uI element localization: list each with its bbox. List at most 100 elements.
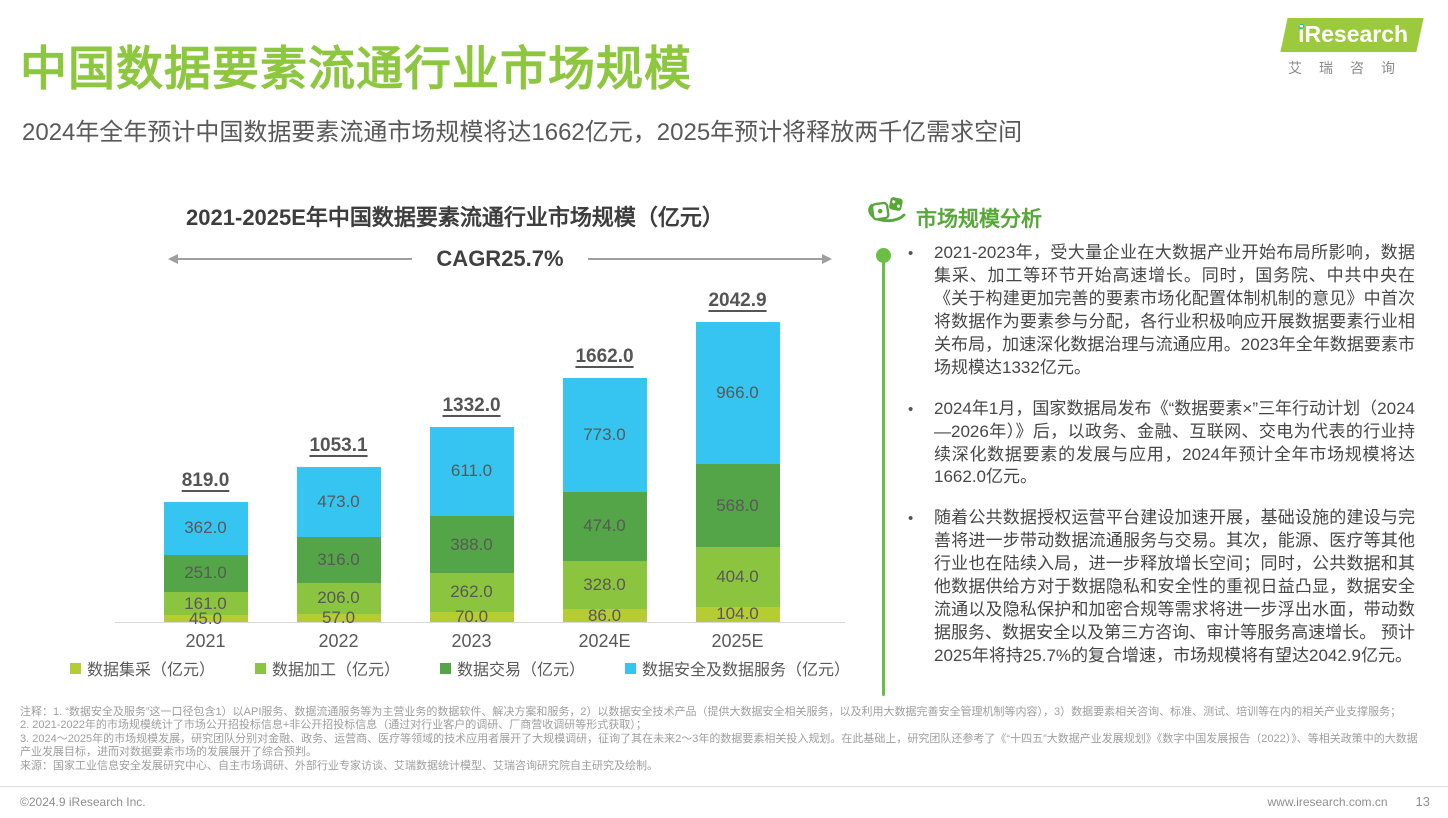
bar-column-2023: 1332.0 70.0 262.0 388.0 611.0 [405, 282, 538, 626]
bar-segment: 206.0 [296, 583, 381, 614]
legend-swatch [69, 662, 81, 674]
legend-item: 数据安全及数据服务（亿元） [625, 656, 850, 680]
footnotes: 注释：1. “数据安全及服务”这一口径包含1）以API服务、数据流通服务等为主营… [20, 706, 1420, 773]
segment-value-label: 966.0 [716, 383, 759, 403]
bar-stack: 57.0 206.0 316.0 473.0 [296, 467, 381, 627]
x-axis-labels: 2021 2022 2023 2024E 2025E [139, 631, 804, 652]
footer-divider [0, 786, 1448, 787]
copyright-text: ©2024.9 iResearch Inc. [20, 794, 146, 809]
legend-label: 数据集采（亿元） [86, 662, 215, 679]
segment-value-label: 45.0 [188, 608, 223, 628]
segment-value-label: 473.0 [317, 492, 360, 512]
legend-label: 数据加工（亿元） [271, 662, 400, 679]
list-item: • 2024年1月，国家数据局发布《“数据要素×”三年行动计划（2024—202… [908, 398, 1415, 490]
segment-value-label: 474.0 [583, 516, 626, 536]
page-subtitle: 2024年全年预计中国数据要素流通市场规模将达1662亿元，2025年预计将释放… [22, 119, 1023, 146]
segment-value-label: 773.0 [583, 424, 626, 444]
dice-icon [868, 197, 906, 223]
segment-value-label: 104.0 [716, 604, 759, 624]
legend-item: 数据加工（亿元） [254, 656, 400, 680]
logo-subtext: 艾瑞咨询 [1288, 60, 1412, 76]
bar-total-label: 1662.0 [575, 346, 634, 368]
bar-column-2022: 1053.1 57.0 206.0 316.0 473.0 [272, 282, 405, 627]
segment-value-label: 328.0 [583, 575, 626, 595]
x-axis-line [115, 622, 845, 623]
segment-value-label: 70.0 [454, 606, 489, 626]
bar-segment: 404.0 [695, 547, 780, 607]
legend-swatch [254, 662, 266, 674]
page-title: 中国数据要素流通行业市场规模 [20, 42, 692, 95]
bar-stack: 70.0 262.0 388.0 611.0 [429, 426, 514, 626]
legend-label: 数据安全及数据服务（亿元） [642, 662, 851, 679]
logo-band: iResearch [1280, 18, 1424, 52]
analysis-bullet-list: • 2021-2023年，受大量企业在大数据产业开始布局所影响，数据集采、加工等… [908, 242, 1415, 686]
website-text: www.iresearch.com.cn [1267, 794, 1388, 809]
cagr-annotation: CAGR25.7% [167, 246, 833, 272]
footer: ©2024.9 iResearch Inc. www.iresearch.com… [20, 794, 1430, 809]
bar-segment: 70.0 [429, 607, 514, 626]
analysis-paragraph: 2024年1月，国家数据局发布《“数据要素×”三年行动计划（2024—2026年… [934, 398, 1415, 487]
bar-total-label: 1053.1 [309, 435, 368, 457]
segment-value-label: 611.0 [450, 461, 493, 481]
bar-stack: 104.0 404.0 568.0 966.0 [695, 322, 780, 624]
segment-value-label: 206.0 [317, 588, 360, 608]
list-item: • 随着公共数据授权运营平台建设加速开展，基础设施的建设与完善将进一步带动数据流… [908, 507, 1415, 668]
bar-segment: 611.0 [429, 426, 514, 517]
bar-segment: 316.0 [296, 536, 381, 584]
bar-segment: 474.0 [562, 491, 647, 562]
timeline-dot [876, 248, 891, 263]
bar-segment: 251.0 [163, 554, 248, 592]
bar-total-label: 819.0 [181, 469, 230, 491]
segment-value-label: 57.0 [321, 607, 356, 627]
analysis-paragraph: 2021-2023年，受大量企业在大数据产业开始布局所影响，数据集采、加工等环节… [934, 243, 1415, 377]
source-line: 来源：国家工业信息安全发展研究中心、自主市场调研、外部行业专家访谈、艾瑞数据统计… [20, 759, 658, 772]
segment-value-label: 568.0 [716, 495, 759, 515]
x-axis-label: 2023 [451, 631, 492, 651]
logo-brand-text: iResearch [1298, 21, 1409, 47]
x-axis-label: 2024E [578, 631, 631, 651]
left-arrow-icon [167, 254, 413, 264]
bullet-icon: • [908, 400, 914, 418]
timeline-line [882, 258, 885, 696]
bar-segment: 328.0 [562, 561, 647, 610]
bar-segment: 45.0 [163, 609, 248, 628]
legend-swatch [625, 662, 637, 674]
legend-swatch [440, 662, 451, 674]
legend-label: 数据交易（亿元） [457, 662, 586, 679]
list-item: • 2021-2023年，受大量企业在大数据产业开始布局所影响，数据集采、加工等… [908, 242, 1415, 380]
x-axis-label: 2021 [185, 631, 226, 651]
bar-total-label: 1332.0 [442, 394, 501, 416]
bullet-icon: • [908, 510, 914, 528]
segment-value-label: 262.0 [450, 582, 493, 602]
bullet-icon: • [908, 245, 914, 262]
bar-stack: 86.0 328.0 474.0 773.0 [562, 378, 647, 625]
footnote-line: 3. 2024～2025年的市场规模发展，研究团队分别对金融、政务、运营商、医疗… [20, 732, 1418, 759]
analysis-paragraph: 随着公共数据授权运营平台建设加速开展，基础设施的建设与完善将进一步带动数据流通服… [934, 508, 1415, 665]
bar-segment: 568.0 [695, 464, 780, 548]
bar-segment: 262.0 [429, 573, 514, 612]
bar-segment: 966.0 [695, 322, 780, 465]
bar-column-2021: 819.0 45.0 161.0 251.0 362.0 [139, 282, 272, 628]
bar-total-label: 2042.9 [708, 290, 767, 312]
footnote-line: 2. 2021-2022年的市场规模统计了市场公开招投标信息+非公开招投标信息（… [20, 719, 647, 732]
x-axis-label: 2022 [318, 631, 359, 651]
page-number: 13 [1415, 794, 1430, 809]
stacked-bar-chart: 819.0 45.0 161.0 251.0 362.0 1053.1 57.0 206.0 3… [139, 282, 804, 628]
legend-item: 数据交易（亿元） [440, 656, 585, 680]
bar-segment: 104.0 [695, 604, 780, 624]
bar-segment: 86.0 [562, 606, 647, 625]
analysis-heading: 市场规模分析 [916, 208, 1042, 231]
bar-segment: 773.0 [562, 378, 647, 492]
right-arrow-icon [587, 254, 833, 264]
bar-column-2024E: 1662.0 86.0 328.0 474.0 773.0 [538, 282, 671, 625]
bar-segment: 57.0 [296, 608, 381, 627]
chart-title: 2021-2025E年中国数据要素流通行业市场规模（亿元） [186, 205, 724, 230]
bar-segment: 362.0 [163, 501, 248, 555]
segment-value-label: 316.0 [317, 550, 360, 570]
segment-value-label: 251.0 [184, 563, 227, 583]
bar-segment: 473.0 [296, 467, 381, 537]
x-axis-label: 2025E [711, 631, 764, 651]
cagr-label: CAGR25.7% [436, 246, 564, 271]
segment-value-label: 362.0 [184, 518, 227, 538]
